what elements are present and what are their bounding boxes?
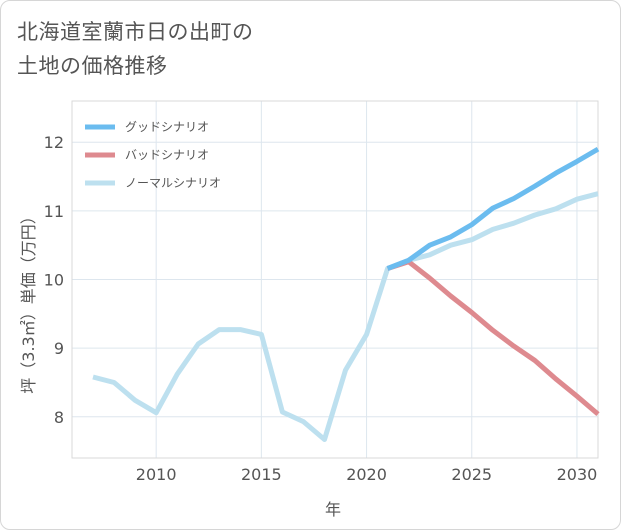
y-tick-label: 11 bbox=[44, 202, 64, 221]
y-tick-label: 10 bbox=[44, 271, 64, 290]
series-line-1 bbox=[386, 259, 600, 417]
chart-title-line-2: 土地の価格推移 bbox=[17, 54, 168, 78]
legend-label-2: ノーマルシナリオ bbox=[125, 176, 221, 190]
x-axis-ticks: 2010 2015 2020 2025 2030 bbox=[136, 465, 598, 484]
x-tick-label: 2025 bbox=[451, 465, 492, 484]
y-axis-title: 坪（3.3㎡）単価（万円） bbox=[19, 208, 38, 393]
y-tick-label: 9 bbox=[54, 339, 64, 358]
y-axis-ticks: 8 9 10 11 12 bbox=[44, 133, 64, 427]
x-tick-label: 2020 bbox=[346, 465, 387, 484]
series-line-2 bbox=[92, 191, 599, 442]
series-layer bbox=[92, 146, 600, 442]
plot-area bbox=[71, 100, 599, 459]
x-tick-label: 2030 bbox=[557, 465, 598, 484]
chart-title: 北海道室蘭市日の出町の 土地の価格推移 bbox=[17, 15, 254, 83]
y-tick-label: 12 bbox=[44, 133, 64, 152]
x-tick-label: 2010 bbox=[136, 465, 177, 484]
legend-label-1: バッドシナリオ bbox=[125, 148, 209, 162]
chart-title-line-1: 北海道室蘭市日の出町の bbox=[17, 20, 254, 44]
x-axis-title: 年 bbox=[325, 500, 341, 519]
legend-label-0: グッドシナリオ bbox=[125, 120, 209, 134]
series-line-0 bbox=[386, 146, 600, 271]
x-tick-label: 2015 bbox=[241, 465, 282, 484]
y-tick-label: 8 bbox=[54, 408, 64, 427]
